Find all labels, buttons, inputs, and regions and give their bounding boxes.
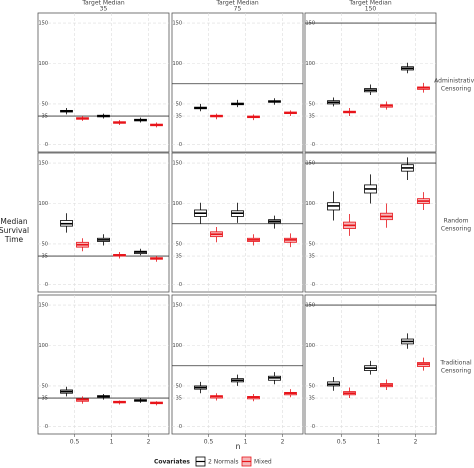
panel-frame: [304, 12, 437, 153]
row-label: Censoring: [441, 86, 471, 93]
legend-title: Covariates: [154, 459, 190, 466]
row-label: Traditional: [439, 360, 472, 367]
panel-frame: [171, 152, 304, 293]
y-tick-label: 50: [42, 383, 48, 389]
y-tick-label: 100: [172, 61, 182, 67]
y-tick-label: 35: [176, 114, 182, 120]
y-tick-label: 100: [38, 201, 48, 207]
x-tick-label: 1: [244, 439, 248, 446]
y-tick-label: 100: [172, 343, 182, 349]
y-axis-label: Survival: [0, 226, 29, 235]
y-tick-label: 0: [312, 142, 315, 148]
y-tick-label: 100: [305, 343, 315, 349]
x-tick-label: 1: [110, 439, 114, 446]
legend-label: 2 Normals: [208, 459, 239, 466]
y-tick-label: 150: [38, 303, 48, 309]
y-tick-label: 0: [45, 142, 48, 148]
y-axis-label: Time: [4, 235, 24, 244]
column-title: Target Median: [81, 0, 124, 7]
y-tick-label: 50: [309, 383, 315, 389]
x-tick-label: 2: [147, 439, 151, 446]
x-tick-label: 2: [414, 439, 418, 446]
y-tick-label: 50: [176, 101, 182, 107]
y-tick-label: 150: [172, 303, 182, 309]
y-tick-label: 50: [309, 101, 315, 107]
y-tick-label: 150: [305, 21, 315, 27]
column-value: 75: [234, 6, 242, 13]
panel-frame: [37, 294, 170, 435]
y-tick-label: 35: [176, 254, 182, 260]
y-axis-label: Median: [0, 217, 28, 226]
row-label: Censoring: [441, 226, 471, 233]
panel-frame: [304, 152, 437, 293]
y-tick-label: 150: [305, 161, 315, 167]
column-value: 150: [365, 6, 377, 13]
panel-frame: [171, 12, 304, 153]
y-tick-label: 50: [176, 241, 182, 247]
y-tick-label: 100: [305, 61, 315, 67]
y-tick-label: 150: [38, 161, 48, 167]
y-tick-label: 35: [309, 114, 315, 120]
y-tick-label: 35: [176, 396, 182, 402]
y-tick-label: 100: [38, 343, 48, 349]
y-tick-label: 100: [172, 201, 182, 207]
y-tick-label: 35: [42, 396, 48, 402]
y-tick-label: 0: [179, 142, 182, 148]
y-tick-label: 50: [42, 241, 48, 247]
column-value: 35: [100, 6, 108, 13]
y-tick-label: 0: [179, 282, 182, 288]
y-tick-label: 150: [305, 303, 315, 309]
y-tick-label: 50: [176, 383, 182, 389]
y-tick-label: 100: [38, 61, 48, 67]
y-tick-label: 150: [38, 21, 48, 27]
panel-frame: [171, 294, 304, 435]
panel-frame: [37, 12, 170, 153]
legend-label: Mixed: [254, 459, 272, 466]
y-tick-label: 50: [309, 241, 315, 247]
column-title: Target Median: [348, 0, 391, 7]
row-label: Administrative: [434, 78, 474, 85]
y-tick-label: 150: [172, 161, 182, 167]
x-tick-label: 0.5: [337, 439, 347, 446]
y-tick-label: 35: [42, 114, 48, 120]
row-label: Random: [444, 218, 469, 225]
y-tick-label: 35: [309, 254, 315, 260]
x-axis-label: n: [236, 442, 241, 451]
y-tick-label: 150: [172, 21, 182, 27]
row-label: Censoring: [441, 368, 471, 375]
y-tick-label: 0: [179, 424, 182, 430]
y-tick-label: 35: [42, 254, 48, 260]
column-title: Target Median: [215, 0, 258, 7]
x-tick-label: 0.5: [70, 439, 80, 446]
x-tick-label: 2: [281, 439, 285, 446]
y-tick-label: 0: [45, 424, 48, 430]
panel-frame: [37, 152, 170, 293]
y-tick-label: 0: [312, 282, 315, 288]
y-tick-label: 35: [309, 396, 315, 402]
y-tick-label: 0: [312, 424, 315, 430]
x-tick-label: 0.5: [204, 439, 214, 446]
x-tick-label: 1: [377, 439, 381, 446]
y-tick-label: 100: [305, 201, 315, 207]
y-tick-label: 50: [42, 101, 48, 107]
y-tick-label: 0: [45, 282, 48, 288]
